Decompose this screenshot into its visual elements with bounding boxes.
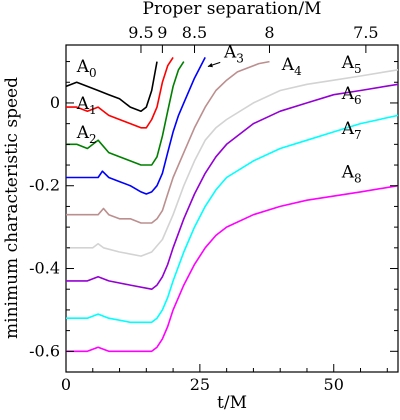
series-label-subscript: 6 — [354, 93, 362, 107]
top-tick-label: 9 — [157, 23, 167, 42]
series-label-subscript: 4 — [294, 64, 302, 78]
series-label-subscript: 3 — [236, 51, 244, 65]
series-label-a0: A0 — [76, 57, 97, 80]
x-tick-label: 25 — [190, 375, 210, 394]
series-label-name: A — [281, 55, 295, 75]
series-label-a5: A5 — [341, 53, 362, 76]
y-tick-label: -0.6 — [29, 341, 60, 360]
series-layer — [65, 56, 399, 353]
series-label-name: A — [341, 119, 355, 139]
top-tick-label: 7.5 — [353, 23, 378, 42]
series-label-a3: A3 — [223, 42, 244, 65]
series-label-subscript: 8 — [354, 171, 362, 185]
series-label-subscript: 1 — [89, 103, 97, 117]
series-line-a5 — [66, 69, 399, 257]
y-tick-label: 0 — [50, 93, 60, 112]
y-tick-label: -0.2 — [29, 176, 60, 195]
series-label-arrowhead — [207, 63, 213, 68]
series-label-name: A — [341, 162, 355, 182]
series-label-a8: A8 — [341, 162, 362, 185]
series-label-subscript: 7 — [354, 128, 362, 142]
series-label-a1: A1 — [76, 94, 97, 117]
series-label-name: A — [341, 84, 355, 104]
series-line-a7 — [66, 114, 399, 324]
series-line-a4 — [66, 60, 270, 224]
tick-layer: 0 25 50-0.6-0.4-0.209.5 9 8.5 8 7.5 — [29, 23, 398, 394]
series-label-a4: A4 — [281, 55, 302, 78]
series-label-name: A — [341, 53, 355, 73]
series-line-a1 — [66, 56, 174, 129]
y-axis-title: minimum characteristic speed — [2, 77, 22, 339]
top-tick-label: 9.5 — [128, 23, 153, 42]
series-label-subscript: 5 — [354, 62, 362, 76]
x-tick-label: 50 — [324, 375, 344, 394]
series-label-name: A — [76, 57, 90, 77]
series-line-a6 — [66, 83, 399, 291]
series-line-a0 — [65, 61, 158, 112]
plot-frame — [65, 44, 399, 373]
series-label-name: A — [76, 94, 90, 114]
series-label-a2: A2 — [76, 123, 97, 146]
series-label-subscript: 0 — [89, 66, 97, 80]
x-axis-title: t/M — [217, 393, 247, 413]
top-axis-title: Proper separation/M — [143, 0, 322, 19]
series-line-a3 — [66, 57, 206, 195]
series-line-a8 — [66, 184, 399, 353]
series-label-subscript: 2 — [89, 132, 97, 146]
series-label-a7: A7 — [341, 119, 362, 142]
series-line-a2 — [66, 61, 185, 166]
y-tick-label: -0.4 — [29, 259, 60, 278]
series-label-name: A — [223, 42, 237, 62]
top-tick-label: 8 — [264, 23, 274, 42]
series-label-a6: A6 — [341, 84, 362, 107]
x-tick-label: 0 — [61, 375, 71, 394]
top-tick-label: 8.5 — [182, 23, 207, 42]
series-label-name: A — [76, 123, 90, 143]
